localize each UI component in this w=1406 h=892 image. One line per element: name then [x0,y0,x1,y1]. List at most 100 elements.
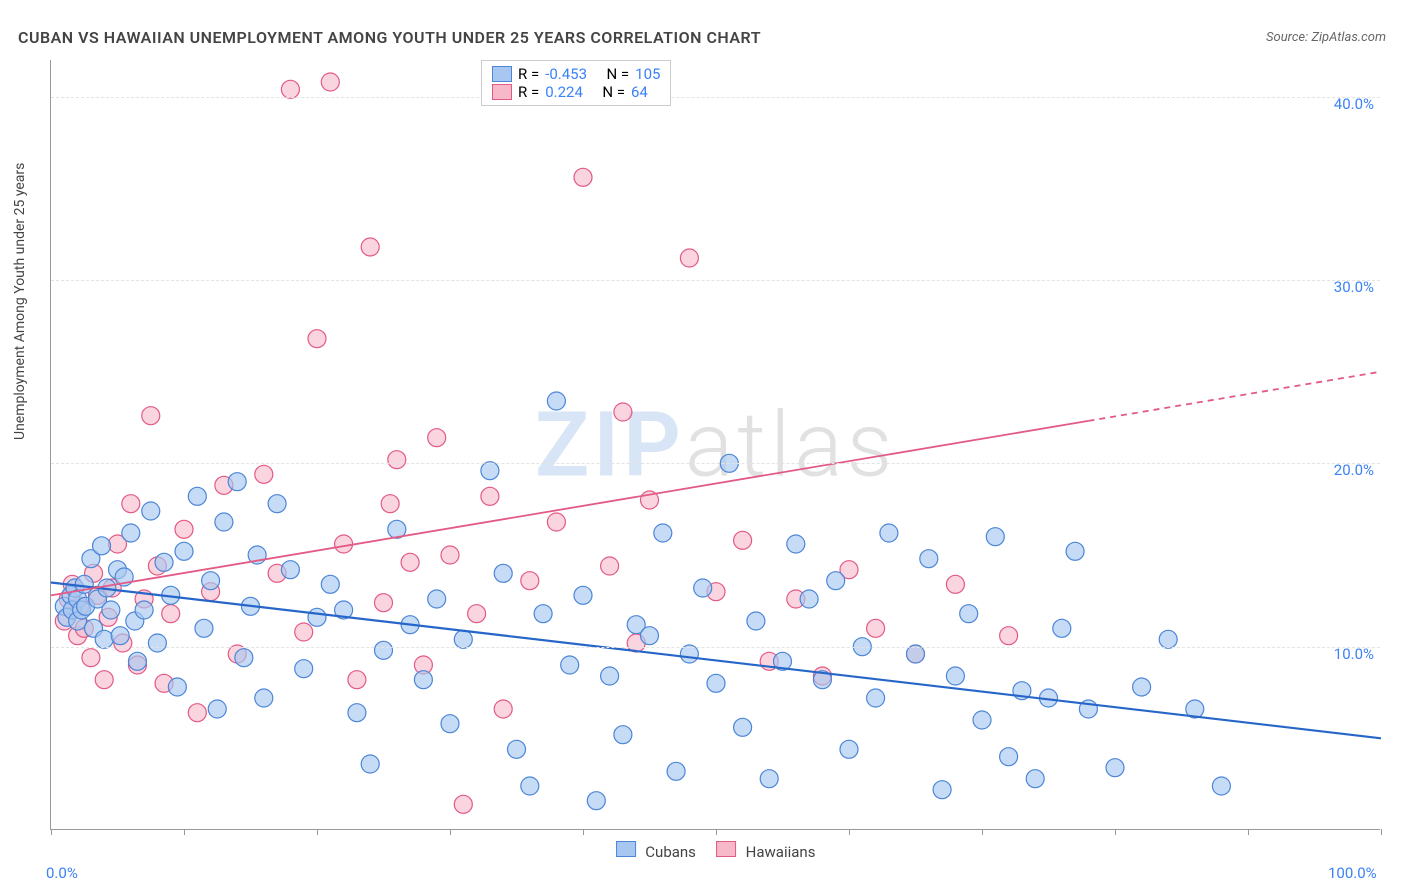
scatter-point-hawaiians [295,623,313,641]
x-tick [849,829,850,835]
scatter-point-cubans [188,487,206,505]
scatter-point-cubans [195,619,213,637]
n-label: N = [606,65,629,83]
scatter-point-cubans [348,704,366,722]
scatter-point-cubans [1026,770,1044,788]
scatter-point-cubans [414,671,432,689]
scatter-point-cubans [760,770,778,788]
r-label: R = [518,83,539,101]
scatter-point-cubans [561,656,579,674]
n-value-cubans: 105 [635,65,660,83]
r-value-hawaiians: 0.224 [545,83,583,101]
scatter-point-hawaiians [122,495,140,513]
scatter-point-cubans [235,649,253,667]
scatter-point-hawaiians [335,535,353,553]
n-label: N = [602,83,625,101]
scatter-point-hawaiians [175,520,193,538]
y-tick-label: 10.0% [1334,645,1374,663]
x-tick [583,829,584,835]
scatter-point-cubans [1159,630,1177,648]
scatter-point-hawaiians [574,168,592,186]
scatter-point-cubans [111,627,129,645]
scatter-point-hawaiians [361,238,379,256]
scatter-point-hawaiians [481,487,499,505]
trend-line-dashed-hawaiians [1088,372,1381,421]
scatter-point-hawaiians [188,704,206,722]
scatter-point-cubans [641,627,659,645]
x-tick [184,829,185,835]
scatter-point-hawaiians [348,671,366,689]
scatter-point-hawaiians [614,403,632,421]
scatter-point-cubans [268,495,286,513]
scatter-point-cubans [574,586,592,604]
scatter-point-cubans [1066,542,1084,560]
scatter-point-cubans [1133,678,1151,696]
scatter-point-cubans [255,689,273,707]
scatter-point-cubans [707,674,725,692]
scatter-point-hawaiians [441,546,459,564]
scatter-point-cubans [122,524,140,542]
scatter-point-cubans [654,524,672,542]
source-name: ZipAtlas.com [1311,30,1386,45]
x-tick [1248,829,1249,835]
scatter-point-cubans [1212,777,1230,795]
scatter-point-cubans [481,462,499,480]
scatter-point-hawaiians [547,513,565,531]
scatter-point-cubans [428,590,446,608]
scatter-point-cubans [308,608,326,626]
x-tick [1115,829,1116,835]
scatter-point-hawaiians [321,73,339,91]
scatter-point-cubans [494,564,512,582]
x-tick-label-max: 100.0% [1328,864,1377,882]
scatter-point-cubans [920,550,938,568]
x-tick [450,829,451,835]
scatter-point-cubans [454,630,472,648]
scatter-point-cubans [202,572,220,590]
scatter-point-hawaiians [375,594,393,612]
plot-svg [51,60,1380,829]
scatter-point-cubans [986,528,1004,546]
n-value-hawaiians: 64 [631,83,648,101]
swatch-cubans [492,66,512,82]
scatter-point-cubans [1106,759,1124,777]
scatter-point-hawaiians [494,700,512,718]
scatter-point-cubans [135,601,153,619]
scatter-point-cubans [375,641,393,659]
scatter-point-hawaiians [428,429,446,447]
swatch-hawaiians [492,84,512,100]
series-legend: Cubans Hawaiians [616,841,816,861]
scatter-point-cubans [361,755,379,773]
x-tick [982,829,983,835]
r-label: R = [518,65,539,83]
scatter-point-cubans [175,542,193,560]
scatter-point-hawaiians [388,451,406,469]
scatter-point-cubans [295,660,313,678]
y-axis-label: Unemployment Among Youth under 25 years [12,163,28,440]
scatter-point-cubans [680,645,698,663]
scatter-point-hawaiians [601,557,619,575]
scatter-point-cubans [973,711,991,729]
scatter-point-hawaiians [680,249,698,267]
legend-label-hawaiians: Hawaiians [746,843,816,861]
scatter-point-cubans [840,740,858,758]
scatter-point-cubans [827,572,845,590]
correlation-legend: R = -0.453 N = 105 R = 0.224 N = 64 [481,60,671,106]
scatter-point-cubans [508,740,526,758]
scatter-point-cubans [208,700,226,718]
scatter-point-hawaiians [867,619,885,637]
scatter-point-hawaiians [454,795,472,813]
scatter-point-cubans [694,579,712,597]
scatter-point-cubans [1053,619,1071,637]
r-value-cubans: -0.453 [545,65,587,83]
scatter-point-hawaiians [162,605,180,623]
chart-title: CUBAN VS HAWAIIAN UNEMPLOYMENT AMONG YOU… [18,28,761,47]
scatter-point-cubans [521,777,539,795]
scatter-point-cubans [228,473,246,491]
scatter-point-cubans [960,605,978,623]
grid-line [51,647,1380,648]
swatch-cubans-bottom [616,841,636,857]
scatter-point-hawaiians [1000,627,1018,645]
scatter-point-hawaiians [468,605,486,623]
scatter-point-cubans [667,762,685,780]
chart-container: CUBAN VS HAWAIIAN UNEMPLOYMENT AMONG YOU… [0,0,1406,892]
